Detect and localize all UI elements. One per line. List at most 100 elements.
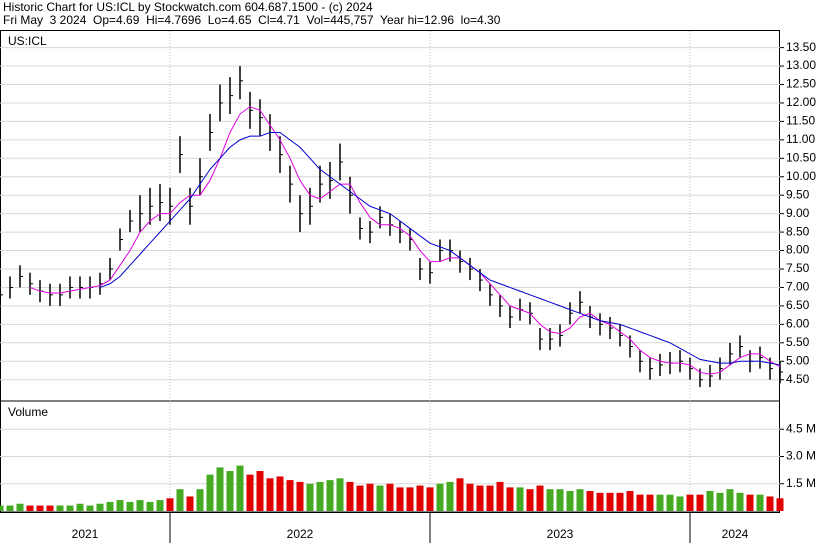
moving-average	[99, 131, 781, 366]
volume-bar	[606, 492, 614, 511]
volume-bar	[156, 500, 164, 511]
volume-bar	[226, 471, 234, 511]
x-tick-label: 2023	[547, 527, 574, 541]
volume-bar	[706, 491, 714, 511]
y2-tick-label: 3.0 M	[786, 449, 816, 463]
y-tick-label: 7.50	[786, 261, 810, 275]
volume-bar	[216, 467, 224, 511]
volume-bar	[556, 489, 564, 511]
y-tick-label: 12.50	[786, 77, 816, 91]
y-tick-label: 6.00	[786, 317, 810, 331]
moving-average	[29, 106, 781, 375]
volume-bar	[516, 487, 524, 511]
volume-title: Volume	[8, 405, 48, 419]
volume-bar	[6, 505, 14, 511]
y-tick-label: 9.00	[786, 206, 810, 220]
symbol-label: US:ICL	[8, 34, 47, 48]
volume-bar	[116, 500, 124, 511]
volume-bar	[616, 492, 624, 511]
volume-bar	[76, 503, 84, 511]
volume-bar	[286, 480, 294, 511]
volume-bar	[306, 483, 314, 511]
x-tick-label: 2022	[287, 527, 314, 541]
volume-bar	[576, 489, 584, 511]
volume-bar	[386, 483, 394, 511]
volume-bar	[506, 487, 514, 511]
y-tick-label: 10.50	[786, 150, 816, 164]
volume-bar	[746, 494, 754, 511]
volume-bar	[776, 498, 784, 511]
volume-bar	[686, 494, 694, 511]
volume-bar	[626, 491, 634, 511]
y-tick-label: 5.00	[786, 353, 810, 367]
volume-bar	[66, 505, 74, 511]
volume-bar	[316, 481, 324, 511]
volume-bar	[586, 491, 594, 511]
volume-bar	[376, 485, 384, 511]
y-tick-label: 7.00	[786, 280, 810, 294]
volume-bar	[206, 474, 214, 511]
volume-bar	[666, 494, 674, 511]
volume-bar	[16, 503, 24, 511]
volume-bar	[236, 465, 244, 511]
volume-bar	[176, 489, 184, 511]
volume-bar	[46, 505, 54, 511]
y-tick-label: 10.00	[786, 169, 816, 183]
volume-bar	[326, 480, 334, 511]
header-line: Historic Chart for US:ICL by Stockwatch.…	[3, 0, 373, 14]
volume-bar	[416, 485, 424, 511]
volume-bar	[646, 494, 654, 511]
volume-bar	[246, 474, 254, 511]
volume-bar	[356, 485, 364, 511]
volume-bar	[186, 496, 194, 511]
volume-bar	[696, 494, 704, 511]
volume-bar	[166, 498, 174, 511]
volume-bar	[96, 503, 104, 511]
volume-bar	[766, 496, 774, 511]
y-tick-label: 12.00	[786, 95, 816, 109]
volume-bar	[26, 505, 34, 511]
volume-bar	[106, 501, 114, 511]
volume-bar	[536, 485, 544, 511]
y-tick-label: 8.50	[786, 224, 810, 238]
volume-bar	[126, 501, 134, 511]
volume-bar	[346, 481, 354, 511]
volume-bar	[426, 487, 434, 511]
y-tick-label: 8.00	[786, 243, 810, 257]
volume-bar	[56, 505, 64, 511]
volume-bar	[86, 505, 94, 511]
volume-bar	[366, 483, 374, 511]
y-tick-label: 11.50	[786, 114, 815, 128]
volume-bar	[266, 478, 274, 511]
volume-bar	[456, 478, 464, 511]
y-tick-label: 6.50	[786, 298, 810, 312]
x-tick-label: 2024	[722, 527, 749, 541]
volume-bar	[496, 481, 504, 511]
volume-bar	[726, 489, 734, 511]
volume-bar	[656, 494, 664, 511]
volume-bar	[636, 494, 644, 511]
y-tick-label: 4.50	[786, 372, 810, 386]
volume-bar	[146, 501, 154, 511]
volume-bar	[756, 494, 764, 511]
volume-bar	[296, 481, 304, 511]
volume-bar	[276, 476, 284, 511]
volume-bar	[396, 487, 404, 511]
volume-bar	[196, 489, 204, 511]
volume-bar	[336, 478, 344, 511]
volume-bar	[526, 489, 534, 511]
y-tick-label: 11.00	[786, 132, 815, 146]
volume-bar	[596, 492, 604, 511]
volume-bar	[446, 481, 454, 511]
volume-bar	[36, 505, 44, 511]
volume-bar	[566, 491, 574, 511]
volume-bar	[716, 492, 724, 511]
y2-tick-label: 1.5 M	[786, 476, 816, 490]
volume-bar	[486, 485, 494, 511]
x-tick-label: 2021	[72, 527, 99, 541]
y-tick-label: 9.50	[786, 187, 810, 201]
y-tick-label: 13.00	[786, 58, 816, 72]
header-line: Fri May 3 2024 Op=4.69 Hi=4.7696 Lo=4.65…	[3, 13, 501, 27]
y-tick-label: 5.50	[786, 335, 810, 349]
y2-tick-label: 4.5 M	[786, 421, 816, 435]
